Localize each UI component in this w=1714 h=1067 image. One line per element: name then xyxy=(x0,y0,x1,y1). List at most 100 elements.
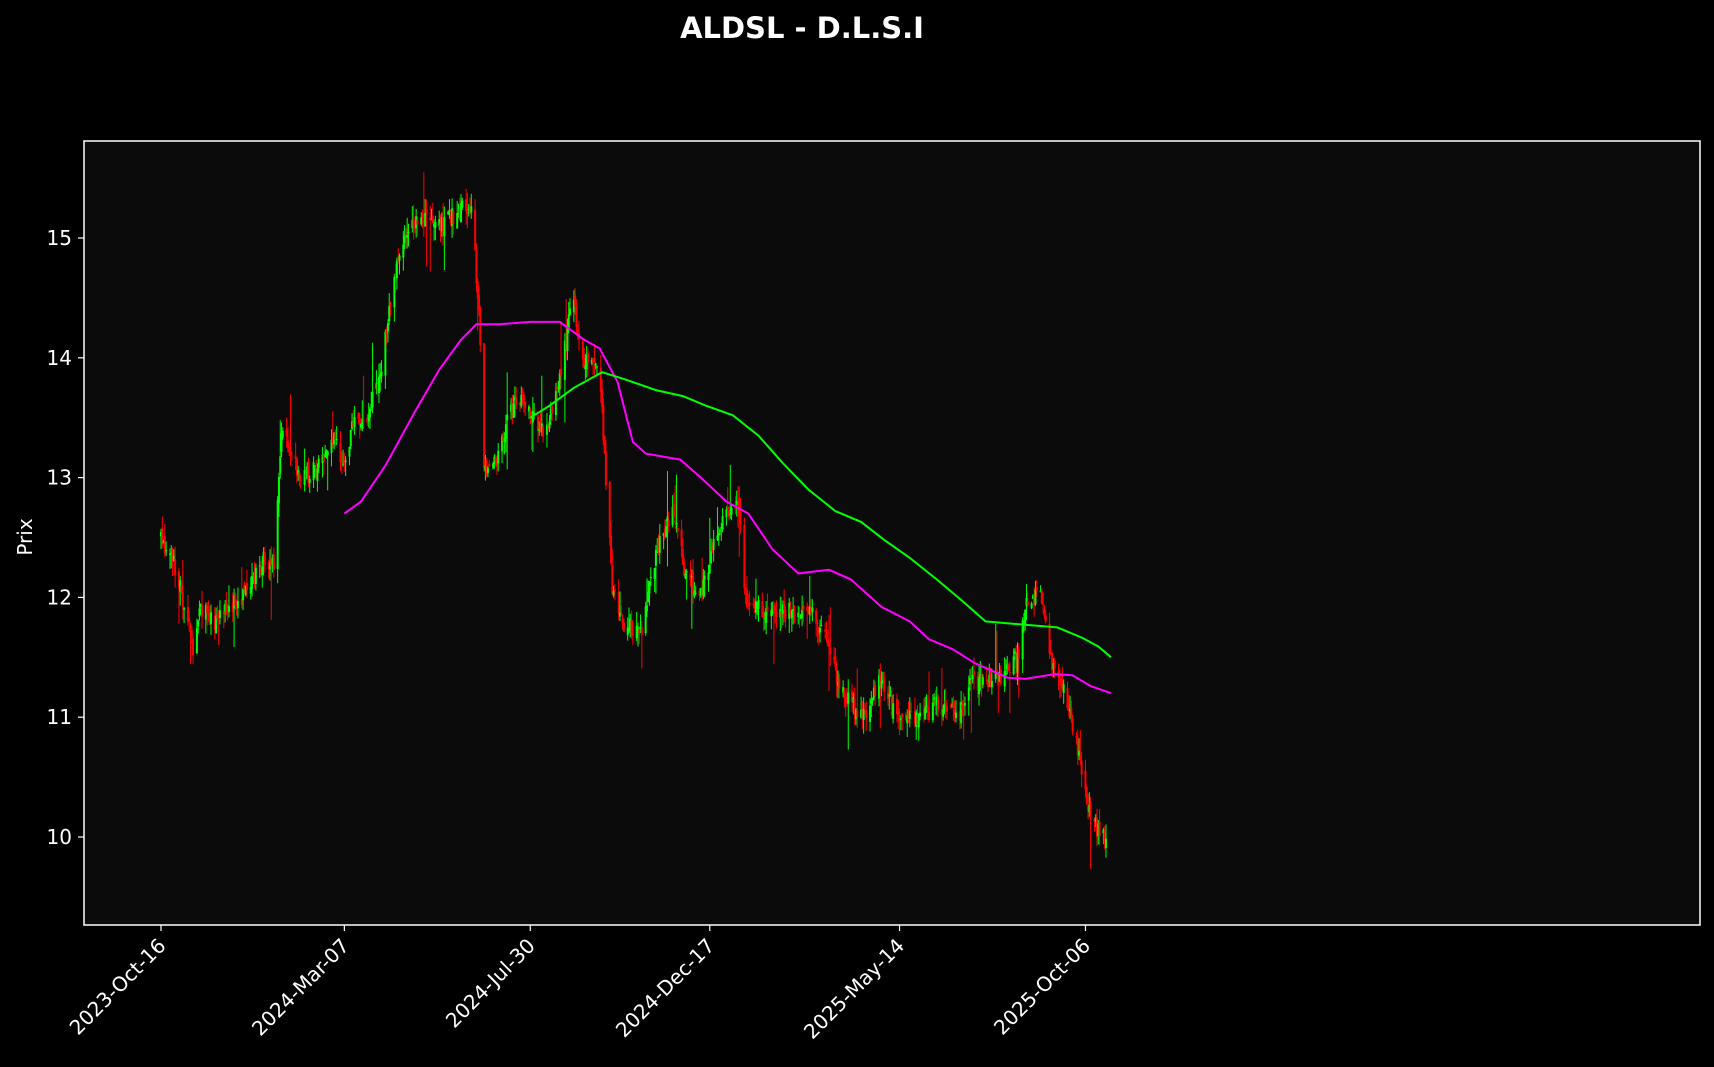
candle-body xyxy=(438,219,441,226)
candle-body xyxy=(413,227,416,229)
candle-body xyxy=(362,419,365,421)
candle-body xyxy=(425,209,428,213)
candle-body xyxy=(631,633,634,636)
candle-body xyxy=(961,704,964,709)
candle-body xyxy=(371,392,374,408)
candle-body xyxy=(1031,595,1034,599)
candle-body xyxy=(258,565,261,567)
candle-body xyxy=(689,573,692,581)
candle-body xyxy=(502,432,505,442)
candle-body xyxy=(1030,603,1033,609)
candle-body xyxy=(483,343,486,469)
candle-body xyxy=(621,618,624,624)
candle-body xyxy=(281,430,284,438)
candle-body xyxy=(440,216,443,232)
candle-body xyxy=(270,558,273,567)
candle-body xyxy=(933,697,936,700)
candle-body xyxy=(421,213,424,218)
candle-body xyxy=(826,640,829,645)
candle-body xyxy=(210,612,213,624)
candle-body xyxy=(680,529,683,547)
candle-body xyxy=(645,605,648,612)
candle-body xyxy=(853,698,856,717)
candle-body xyxy=(963,703,966,706)
candle-body xyxy=(224,604,227,612)
candle-body xyxy=(744,588,747,591)
candle-body xyxy=(585,355,588,370)
candle-body xyxy=(887,692,890,699)
candle-body xyxy=(174,559,177,576)
candle-body xyxy=(361,418,364,429)
candle-body xyxy=(565,336,568,350)
candle-body xyxy=(299,479,302,481)
candle-body xyxy=(781,604,784,614)
candle-body xyxy=(379,374,382,379)
candle-body xyxy=(422,219,425,223)
candle-body xyxy=(799,614,802,619)
candle-body xyxy=(721,516,724,530)
candle-body xyxy=(994,672,997,680)
candle-body xyxy=(180,585,183,592)
candle-body xyxy=(267,562,270,568)
candle-body xyxy=(770,610,773,617)
candle-body xyxy=(825,634,828,638)
candle-body xyxy=(263,552,266,566)
candle-body xyxy=(895,698,898,715)
candle-body xyxy=(388,305,391,322)
candle-body xyxy=(213,615,216,630)
candle-body xyxy=(967,687,970,701)
candle-body xyxy=(272,554,275,571)
candle-body xyxy=(747,606,750,608)
candle-body xyxy=(779,608,782,618)
candle-body xyxy=(738,498,741,515)
candle-body xyxy=(824,629,827,632)
candle-body xyxy=(434,222,437,228)
candle-body xyxy=(406,234,409,238)
candle-body xyxy=(456,213,459,229)
candle-body xyxy=(322,453,325,462)
candle-body xyxy=(892,703,895,719)
candle-body xyxy=(1084,770,1087,790)
candle-body xyxy=(988,675,991,683)
candle-body xyxy=(937,697,940,710)
candle-body xyxy=(1070,708,1073,719)
candle-body xyxy=(431,216,434,223)
candle-body xyxy=(1058,678,1061,683)
candle-body xyxy=(330,439,333,453)
candle-body xyxy=(324,454,327,457)
candle-body xyxy=(647,592,650,602)
candle-body xyxy=(475,250,478,284)
candle-body xyxy=(470,206,473,213)
candle-body xyxy=(1066,688,1069,709)
candle-body xyxy=(719,530,722,532)
candle-body xyxy=(512,403,515,418)
candle-body xyxy=(188,617,191,622)
candle-body xyxy=(1035,586,1038,592)
candle-body xyxy=(710,550,713,564)
candle-body xyxy=(854,709,857,720)
candle-body xyxy=(353,416,356,427)
candle-body xyxy=(222,611,225,615)
candle-body xyxy=(439,223,442,232)
candle-body xyxy=(289,446,292,456)
candle-body xyxy=(1104,838,1107,848)
candle-body xyxy=(1021,620,1024,660)
candle-body xyxy=(985,679,988,681)
candle-body xyxy=(863,708,866,710)
candle-body xyxy=(629,618,632,631)
candle-body xyxy=(298,472,301,481)
candle-body xyxy=(393,277,396,308)
candle-body xyxy=(835,666,838,684)
candle-body xyxy=(636,627,639,630)
candle-body xyxy=(978,677,981,695)
candle-body xyxy=(540,423,543,432)
candle-body xyxy=(594,363,597,366)
candle-body xyxy=(872,687,875,699)
candle-body xyxy=(469,206,472,210)
candle-body xyxy=(701,589,704,597)
y-tick-label: 10 xyxy=(47,825,72,849)
candle-body xyxy=(774,607,777,611)
candle-body xyxy=(506,414,509,421)
candle-body xyxy=(720,527,723,529)
